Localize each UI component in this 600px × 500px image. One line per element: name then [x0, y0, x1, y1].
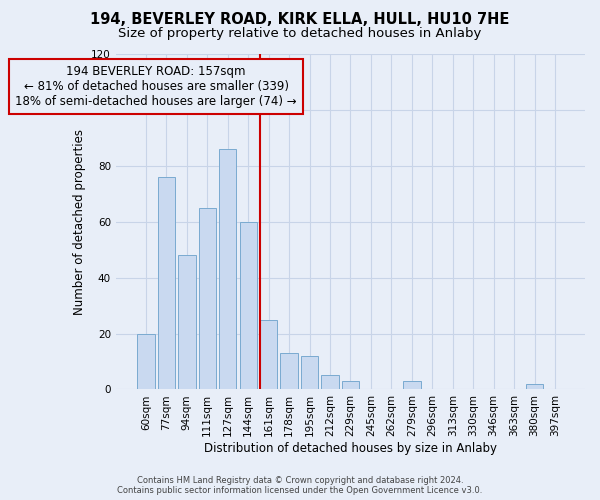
Text: Contains HM Land Registry data © Crown copyright and database right 2024.
Contai: Contains HM Land Registry data © Crown c… — [118, 476, 482, 495]
Bar — [260, 320, 277, 390]
Bar — [219, 149, 236, 390]
Bar — [158, 177, 175, 390]
Bar — [178, 256, 196, 390]
X-axis label: Distribution of detached houses by size in Anlaby: Distribution of detached houses by size … — [204, 442, 497, 455]
Y-axis label: Number of detached properties: Number of detached properties — [73, 128, 86, 314]
Text: 194, BEVERLEY ROAD, KIRK ELLA, HULL, HU10 7HE: 194, BEVERLEY ROAD, KIRK ELLA, HULL, HU1… — [91, 12, 509, 28]
Bar — [526, 384, 543, 390]
Bar — [137, 334, 155, 390]
Bar — [239, 222, 257, 390]
Bar — [322, 376, 339, 390]
Bar — [342, 381, 359, 390]
Bar — [280, 353, 298, 390]
Text: 194 BEVERLEY ROAD: 157sqm
← 81% of detached houses are smaller (339)
18% of semi: 194 BEVERLEY ROAD: 157sqm ← 81% of detac… — [16, 65, 297, 108]
Bar — [301, 356, 318, 390]
Text: Size of property relative to detached houses in Anlaby: Size of property relative to detached ho… — [118, 28, 482, 40]
Bar — [403, 381, 421, 390]
Bar — [199, 208, 216, 390]
